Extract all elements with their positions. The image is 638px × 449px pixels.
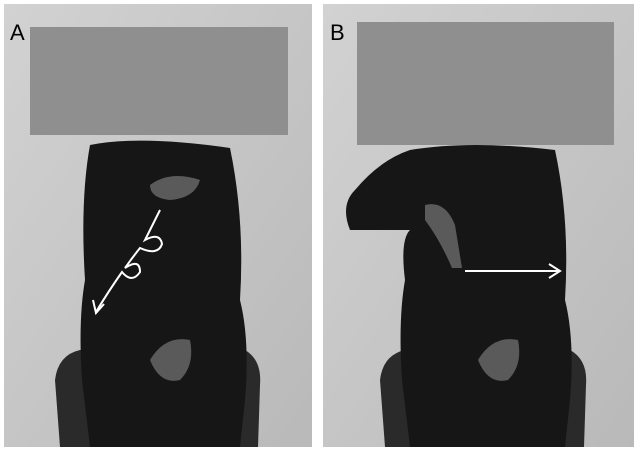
panel-b: B	[323, 4, 634, 447]
hand	[478, 339, 520, 381]
hand	[150, 339, 192, 381]
motion-arrow	[92, 209, 164, 316]
panel-label: B	[330, 20, 345, 45]
body	[346, 145, 572, 447]
body	[80, 140, 247, 448]
hand	[425, 204, 462, 268]
face-mask	[357, 22, 614, 145]
hand	[150, 176, 200, 200]
panel-a: A	[4, 4, 312, 448]
face-mask	[30, 27, 288, 135]
panel-label: A	[10, 20, 25, 45]
motion-arrow	[465, 263, 562, 279]
